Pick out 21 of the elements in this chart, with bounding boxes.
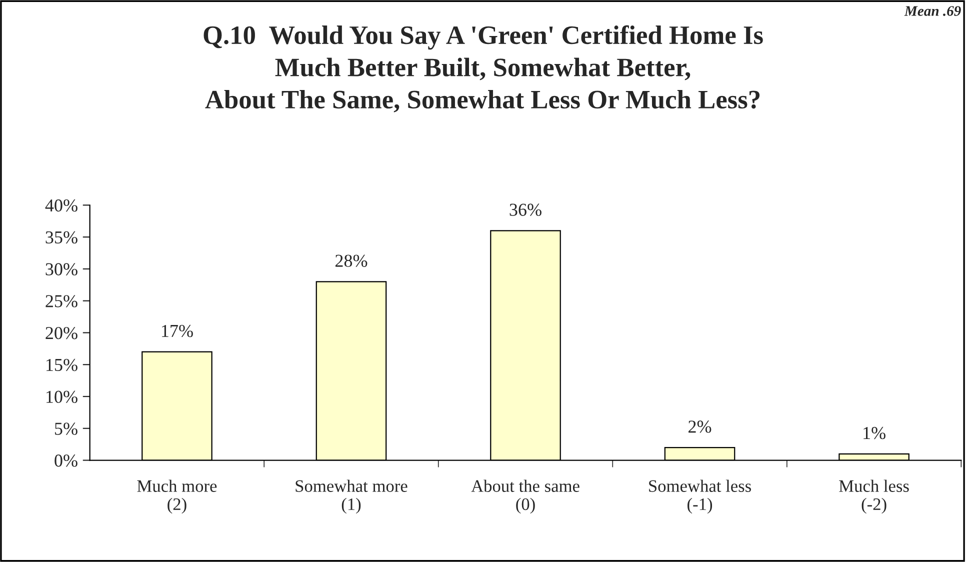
x-tick-label: Somewhat more (1) — [296, 480, 408, 514]
data-label: 17% — [162, 324, 193, 338]
y-tick-label: 10% — [46, 390, 78, 403]
text: Mean .69 — [904, 6, 961, 16]
data-label: 2% — [688, 420, 712, 433]
y-tick-label: 15% — [46, 358, 78, 372]
x-tick-label: About the same (0) — [471, 480, 580, 514]
y-tick-label: 40% — [45, 199, 78, 212]
y-tick-label: 0% — [54, 454, 78, 467]
y-tick-label: 25% — [46, 295, 78, 308]
data-label: 28% — [335, 254, 368, 267]
chart-title: Q.10 Would You Say A 'Green' Certified Home Is Much Better Built, Somewhat Better, About The Same, Somewhat Less Or Much Less? — [204, 25, 763, 112]
y-tick-label: 5% — [55, 422, 78, 435]
data-label: 1% — [864, 426, 886, 440]
x-tick-label: Much less (-2) — [839, 480, 909, 514]
x-tick-label: Much more (2) — [137, 480, 217, 514]
data-label: 36% — [510, 204, 542, 216]
y-tick-label: 20% — [46, 326, 78, 340]
y-tick-label: 35% — [46, 231, 78, 244]
y-tick-label: 30% — [46, 263, 78, 276]
x-tick-label: Somewhat less (-1) — [649, 480, 751, 514]
